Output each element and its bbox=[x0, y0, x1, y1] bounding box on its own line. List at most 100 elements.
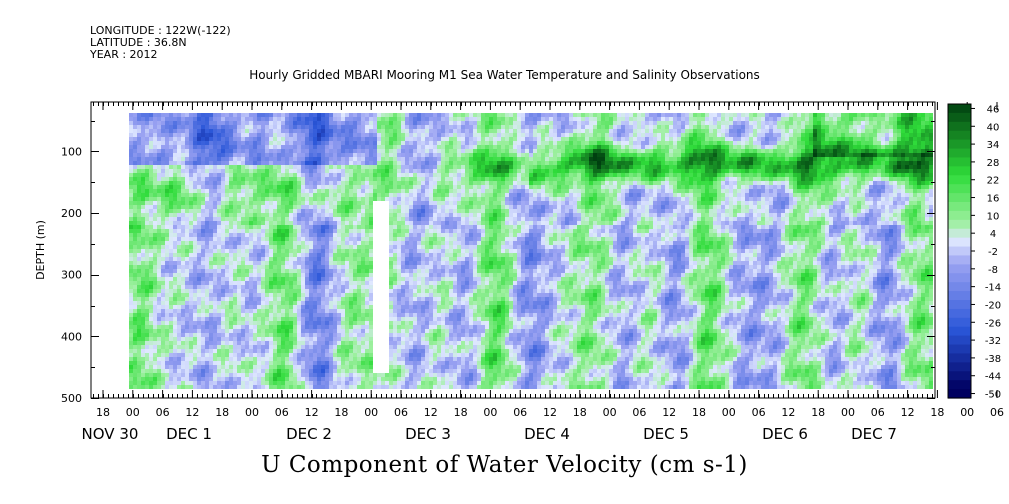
heatmap-cell bbox=[297, 181, 301, 185]
heatmap-cell bbox=[881, 165, 885, 169]
heatmap-cell bbox=[677, 169, 681, 173]
heatmap-cell bbox=[913, 165, 917, 169]
heatmap-cell bbox=[841, 205, 845, 209]
heatmap-cell bbox=[725, 141, 729, 145]
heatmap-cell bbox=[161, 141, 165, 145]
heatmap-cell bbox=[217, 121, 221, 125]
heatmap-cell bbox=[725, 185, 729, 189]
heatmap-cell bbox=[545, 153, 549, 157]
heatmap-cell bbox=[205, 129, 209, 133]
heatmap-cell bbox=[765, 133, 769, 137]
heatmap-cell bbox=[137, 121, 141, 125]
heatmap-cell bbox=[193, 169, 197, 173]
heatmap-cell bbox=[177, 189, 181, 193]
heatmap-cell bbox=[901, 205, 905, 209]
heatmap-cell bbox=[425, 185, 429, 189]
heatmap-cell bbox=[445, 145, 449, 149]
heatmap-cell bbox=[597, 205, 601, 209]
heatmap-cell bbox=[353, 165, 357, 169]
heatmap-cell bbox=[741, 173, 745, 177]
heatmap-cell bbox=[889, 173, 893, 177]
heatmap-cell bbox=[473, 205, 477, 209]
heatmap-cell bbox=[793, 141, 797, 145]
heatmap-cell bbox=[417, 121, 421, 125]
heatmap-cell bbox=[497, 137, 501, 141]
heatmap-cell bbox=[765, 125, 769, 129]
heatmap-cell bbox=[861, 201, 865, 205]
heatmap-cell bbox=[401, 177, 405, 181]
heatmap-cell bbox=[821, 189, 825, 193]
heatmap-cell bbox=[469, 153, 473, 157]
heatmap-cell bbox=[369, 165, 373, 169]
heatmap-cell bbox=[637, 173, 641, 177]
heatmap-cell bbox=[717, 189, 721, 193]
heatmap-cell bbox=[605, 193, 609, 197]
heatmap-cell bbox=[873, 121, 877, 125]
heatmap-cell bbox=[837, 173, 841, 177]
heatmap-cell bbox=[261, 197, 265, 201]
heatmap-cell bbox=[841, 161, 845, 165]
heatmap-cell bbox=[325, 157, 329, 161]
heatmap-cell bbox=[813, 197, 817, 201]
heatmap-cell bbox=[365, 113, 369, 117]
heatmap-cell bbox=[293, 149, 297, 153]
heatmap-cell bbox=[149, 209, 153, 213]
heatmap-cell bbox=[773, 165, 777, 169]
heatmap-cell bbox=[833, 165, 837, 169]
heatmap-cell bbox=[509, 117, 513, 121]
heatmap-cell bbox=[573, 129, 577, 133]
heatmap-cell bbox=[505, 125, 509, 129]
heatmap-cell bbox=[257, 153, 261, 157]
heatmap-cell bbox=[773, 157, 777, 161]
heatmap-cell bbox=[741, 141, 745, 145]
heatmap-cell bbox=[673, 121, 677, 125]
heatmap-cell bbox=[889, 185, 893, 189]
heatmap-cell bbox=[193, 121, 197, 125]
heatmap-cell bbox=[873, 169, 877, 173]
heatmap-cell bbox=[321, 205, 325, 209]
heatmap-cell bbox=[577, 129, 581, 133]
heatmap-cell bbox=[249, 193, 253, 197]
heatmap-cell bbox=[809, 141, 813, 145]
heatmap-cell bbox=[609, 169, 613, 173]
heatmap-cell bbox=[897, 169, 901, 173]
heatmap-cell bbox=[253, 113, 257, 117]
heatmap-cell bbox=[533, 205, 537, 209]
heatmap-cell bbox=[333, 201, 337, 205]
heatmap-cell bbox=[261, 153, 265, 157]
heatmap-cell bbox=[929, 165, 933, 169]
heatmap-cell bbox=[453, 165, 457, 169]
heatmap-cell bbox=[617, 121, 621, 125]
heatmap-cell bbox=[441, 133, 445, 137]
heatmap-cell bbox=[473, 129, 477, 133]
heatmap-cell bbox=[617, 129, 621, 133]
heatmap-cell bbox=[573, 209, 577, 213]
heatmap-cell bbox=[609, 117, 613, 121]
heatmap-cell bbox=[601, 205, 605, 209]
heatmap-cell bbox=[585, 197, 589, 201]
heatmap-cell bbox=[401, 145, 405, 149]
heatmap-cell bbox=[633, 129, 637, 133]
heatmap-cell bbox=[521, 129, 525, 133]
heatmap-cell bbox=[625, 189, 629, 193]
heatmap-cell bbox=[573, 205, 577, 209]
heatmap-cell bbox=[221, 149, 225, 153]
heatmap-cell bbox=[505, 177, 509, 181]
heatmap-cell bbox=[741, 209, 745, 213]
heatmap-cell bbox=[425, 137, 429, 141]
heatmap-cell bbox=[597, 129, 601, 133]
heatmap-cell bbox=[913, 121, 917, 125]
heatmap-cell bbox=[633, 197, 637, 201]
heatmap-cell bbox=[201, 185, 205, 189]
heatmap-cell bbox=[565, 169, 569, 173]
heatmap-cell bbox=[249, 181, 253, 185]
heatmap-cell bbox=[161, 165, 165, 169]
heatmap-cell bbox=[785, 201, 789, 205]
heatmap-cell bbox=[625, 201, 629, 205]
heatmap-cell bbox=[261, 137, 265, 141]
heatmap-cell bbox=[381, 133, 385, 137]
heatmap-cell bbox=[437, 153, 441, 157]
heatmap-cell bbox=[237, 117, 241, 121]
heatmap-cell bbox=[765, 153, 769, 157]
heatmap-cell bbox=[729, 153, 733, 157]
